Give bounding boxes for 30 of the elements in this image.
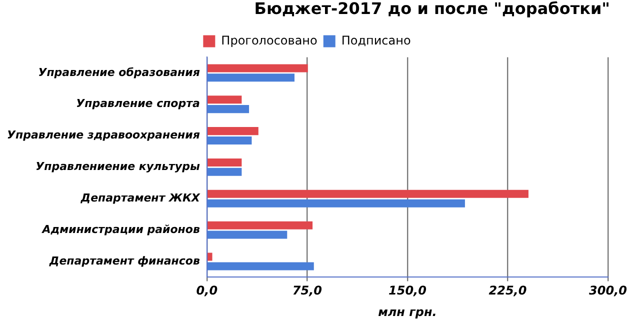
chart-title: Бюджет-2017 до и после "доработки"	[254, 0, 610, 18]
bar	[208, 74, 294, 82]
bar	[208, 127, 258, 136]
y-tick-label: Управление образования	[38, 66, 200, 79]
bar	[208, 168, 242, 176]
bar	[208, 96, 242, 104]
legend-label: Проголосовано	[221, 33, 318, 48]
x-tick-label: 225,0	[488, 284, 527, 298]
bar	[208, 190, 528, 198]
y-tick-label: Департамент ЖКХ	[80, 191, 200, 204]
bar	[208, 105, 250, 114]
legend-label: Подписано	[341, 33, 411, 48]
x-tick-label: 300,0	[589, 284, 628, 298]
y-tick-label: Департамент финансов	[48, 254, 200, 268]
bar	[208, 136, 252, 144]
bar	[208, 230, 288, 239]
bar	[208, 158, 242, 166]
bar	[208, 252, 212, 261]
y-tick-label: Управление здравоохранения	[6, 128, 200, 142]
bar	[208, 64, 308, 72]
x-tick-label: 75,0	[292, 284, 322, 298]
bar	[208, 221, 313, 230]
x-tick-label: 0,0	[196, 284, 218, 298]
x-axis-title: млн грн.	[378, 304, 437, 319]
x-tick-label: 150,0	[388, 284, 426, 298]
bar	[208, 262, 314, 270]
bar	[208, 199, 465, 208]
y-tick-label: Управлениение культуры	[36, 160, 200, 174]
y-tick-label: Администрации районов	[41, 222, 200, 236]
y-tick-label: Управление спорта	[76, 97, 200, 110]
